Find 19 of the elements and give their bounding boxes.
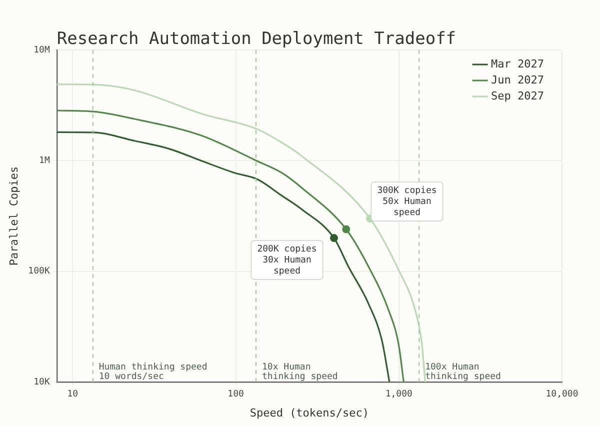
y-tick-label: 10K	[34, 377, 50, 388]
annotation: 300K copies 50x Human speed	[377, 186, 437, 218]
y-tick-label: 100K	[28, 266, 50, 277]
x-tick-label: 1,000	[385, 390, 412, 400]
y-tick-label: 10M	[34, 45, 50, 56]
chart-title: Research Automation Deployment Tradeoff	[56, 29, 456, 49]
ref-line-label: 100x Human thinking speed	[425, 362, 501, 382]
legend-label: Jun 2027	[491, 73, 544, 86]
y-tick-label: 1M	[39, 156, 50, 166]
x-tick-label: 100	[228, 390, 244, 400]
legend-label: Mar 2027	[491, 57, 544, 70]
ref-line-label: Human thinking speed 10 words/sec	[98, 362, 208, 382]
y-axis-title: Parallel Copies	[7, 166, 20, 266]
annotation: 200K copies 30x Human speed	[257, 244, 317, 276]
ref-line-label: 10x Human thinking speed	[262, 362, 338, 382]
legend-label: Sep 2027	[491, 89, 544, 102]
x-tick-label: 10,000	[546, 390, 578, 400]
x-axis-title: Speed (tokens/sec)	[250, 406, 370, 420]
x-tick-label: 10	[67, 390, 78, 400]
